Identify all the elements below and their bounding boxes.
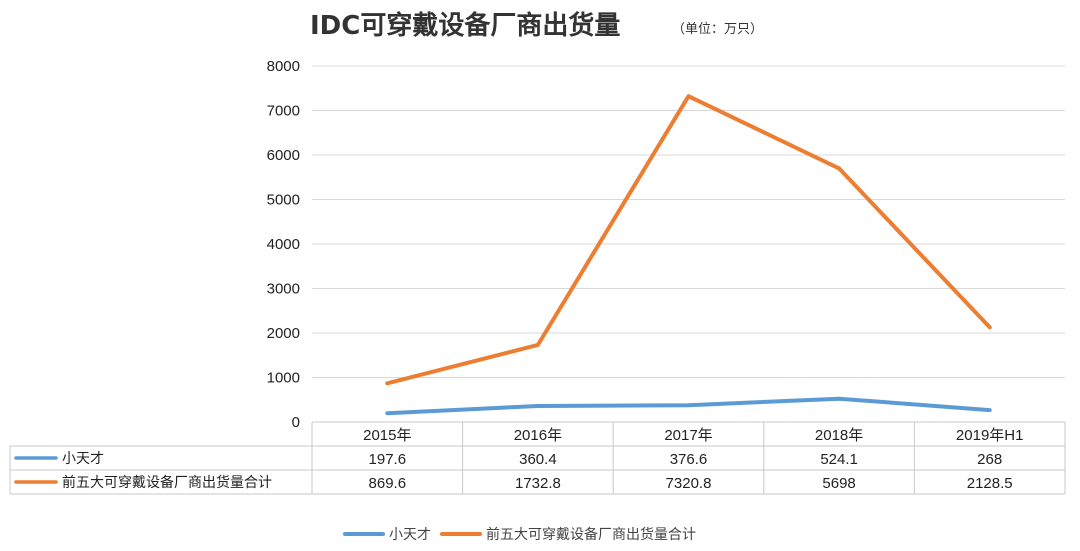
legend: 小天才 前五大可穿戴设备厂商出货量合计 [343, 526, 696, 543]
y-tick-label: 7000 [267, 103, 300, 120]
y-tick-label: 8000 [267, 58, 300, 75]
table-value-cell: 1732.8 [515, 475, 561, 492]
table-value-cell: 2128.5 [967, 475, 1013, 492]
legend-label: 小天才 [389, 527, 431, 543]
chart-title: IDC可穿戴设备厂商出货量 [310, 10, 620, 41]
chart-unit: （单位：万只） [672, 22, 763, 37]
series-line [385, 396, 992, 416]
table-value-cell: 376.6 [670, 451, 708, 468]
table-series-name: 小天才 [62, 451, 104, 467]
data-table: 2015年 2016年 2017年 2018年 2019年H1 小天才 197.6 360.4… [9, 421, 1066, 495]
series-lines [385, 94, 992, 416]
gridlines [312, 65, 1065, 378]
table-value-cell: 197.6 [369, 451, 407, 468]
table-value-cell: 5698 [822, 475, 855, 492]
table-value-cell: 869.6 [369, 475, 407, 492]
y-tick-label: 2000 [267, 325, 300, 342]
y-tick-label: 4000 [267, 236, 300, 253]
x-tick-label: 2019年H1 [956, 427, 1024, 444]
x-tick-label: 2017年 [664, 427, 712, 444]
y-tick-label: 6000 [267, 147, 300, 164]
table-series-name: 前五大可穿戴设备厂商出货量合计 [62, 474, 272, 491]
table-value-cell: 360.4 [519, 451, 557, 468]
y-tick-label: 0 [292, 414, 300, 431]
x-tick-label: 2016年 [514, 427, 562, 444]
y-axis-ticks: 0 1000 2000 3000 4000 5000 6000 7000 8000 [267, 58, 300, 431]
y-tick-label: 3000 [267, 281, 300, 298]
table-value-cell: 7320.8 [666, 475, 712, 492]
y-tick-label: 5000 [267, 192, 300, 209]
table-value-cell: 268 [977, 451, 1002, 468]
x-tick-label: 2018年 [815, 427, 863, 444]
table-value-cell: 524.1 [820, 451, 858, 468]
y-tick-label: 1000 [267, 370, 300, 387]
series-line [385, 94, 992, 386]
x-tick-label: 2015年 [363, 427, 411, 444]
legend-label: 前五大可穿戴设备厂商出货量合计 [486, 526, 696, 543]
